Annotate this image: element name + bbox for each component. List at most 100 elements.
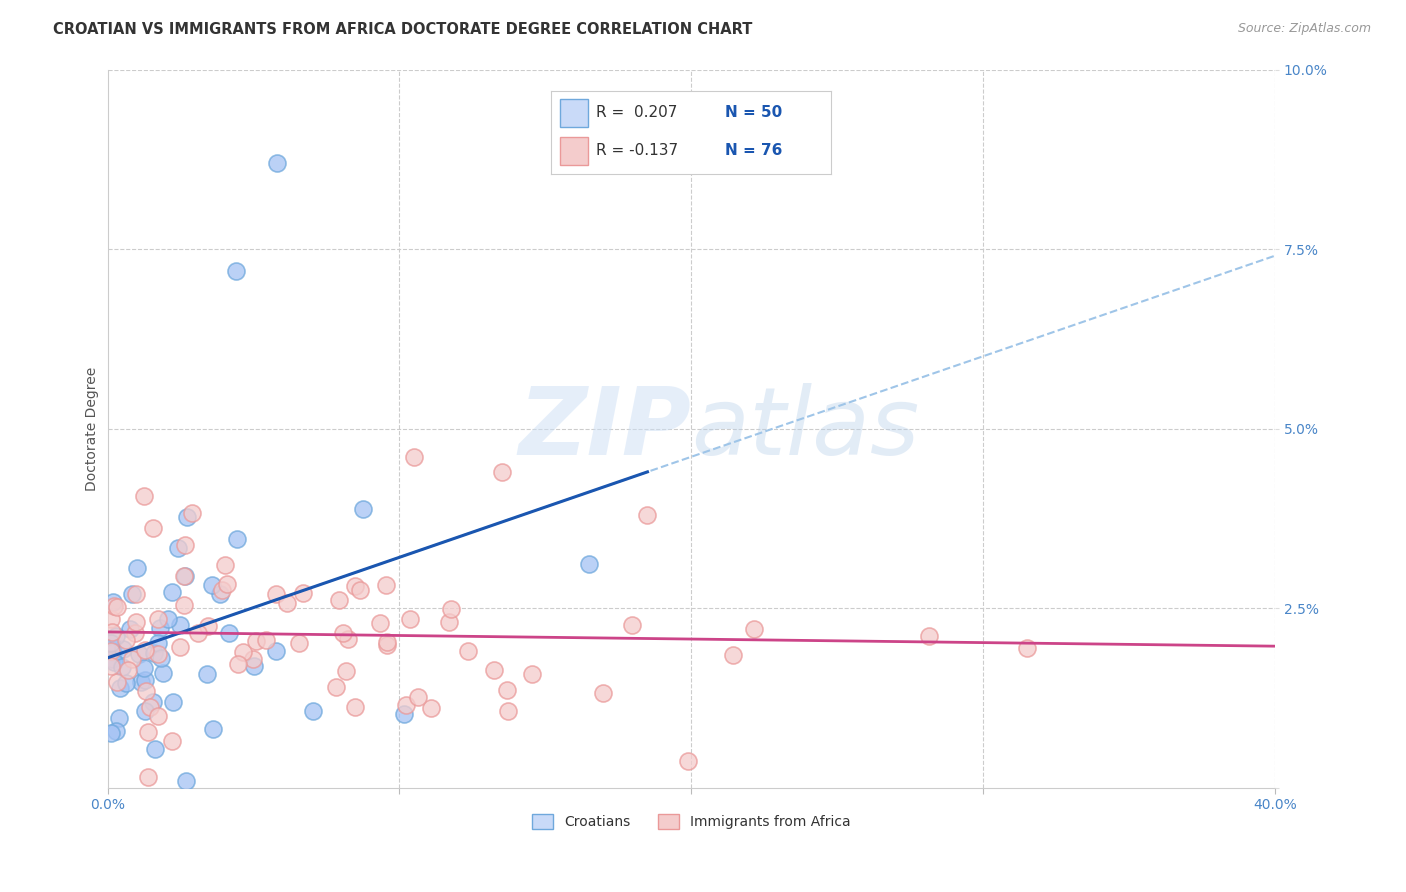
Point xyxy=(325,680,347,694)
Point xyxy=(349,583,371,598)
Point xyxy=(105,674,128,689)
Point xyxy=(103,655,125,669)
Point xyxy=(301,704,323,718)
Point xyxy=(440,602,463,616)
Point xyxy=(522,667,544,681)
Point xyxy=(143,741,166,756)
Point xyxy=(139,700,162,714)
Point xyxy=(721,648,744,663)
Point xyxy=(254,632,277,647)
Point xyxy=(121,587,143,601)
Point xyxy=(332,626,354,640)
Point xyxy=(335,665,357,679)
Point xyxy=(496,682,519,697)
Point xyxy=(148,648,170,662)
Point xyxy=(592,686,614,700)
Point xyxy=(375,634,398,648)
Point xyxy=(105,629,128,643)
Point xyxy=(104,723,127,738)
Point xyxy=(121,652,143,666)
Point xyxy=(264,644,287,658)
Point xyxy=(201,578,224,592)
Point xyxy=(228,657,250,672)
Text: Source: ZipAtlas.com: Source: ZipAtlas.com xyxy=(1237,22,1371,36)
Point xyxy=(173,569,195,583)
Point xyxy=(276,596,298,610)
Point xyxy=(108,711,131,725)
Point xyxy=(291,586,314,600)
Point xyxy=(142,521,165,535)
Point xyxy=(578,557,600,571)
Point xyxy=(636,508,658,522)
Point xyxy=(115,633,138,648)
Point xyxy=(496,704,519,718)
Point xyxy=(101,645,124,659)
Point xyxy=(149,650,172,665)
Point xyxy=(128,647,150,661)
Point xyxy=(457,644,479,658)
Point xyxy=(392,707,415,722)
Point xyxy=(152,665,174,680)
Point xyxy=(201,722,224,736)
Legend: Croatians, Immigrants from Africa: Croatians, Immigrants from Africa xyxy=(526,809,856,835)
Point xyxy=(169,618,191,632)
Text: CROATIAN VS IMMIGRANTS FROM AFRICA DOCTORATE DEGREE CORRELATION CHART: CROATIAN VS IMMIGRANTS FROM AFRICA DOCTO… xyxy=(53,22,752,37)
Point xyxy=(100,658,122,673)
Point xyxy=(142,695,165,709)
Point xyxy=(214,558,236,573)
Point xyxy=(242,652,264,666)
Point xyxy=(117,663,139,677)
Point xyxy=(142,646,165,660)
Point xyxy=(744,622,766,636)
Point xyxy=(125,560,148,574)
Point xyxy=(100,652,122,666)
Point xyxy=(103,595,125,609)
Point xyxy=(232,645,254,659)
Point xyxy=(100,725,122,739)
Point xyxy=(368,616,391,631)
Point xyxy=(266,156,288,170)
Point xyxy=(134,643,156,657)
Point xyxy=(678,754,700,768)
Point xyxy=(173,598,195,612)
Point xyxy=(146,612,169,626)
Point xyxy=(208,587,231,601)
Point xyxy=(211,582,233,597)
Point xyxy=(100,636,122,650)
Point xyxy=(136,725,159,739)
Point xyxy=(156,612,179,626)
Point xyxy=(146,708,169,723)
Point xyxy=(420,701,443,715)
Point xyxy=(125,587,148,601)
Point xyxy=(162,695,184,709)
Point xyxy=(375,578,398,592)
Point xyxy=(352,502,374,516)
Y-axis label: Doctorate Degree: Doctorate Degree xyxy=(86,367,100,491)
Point xyxy=(105,599,128,614)
Point xyxy=(149,621,172,635)
Point xyxy=(134,704,156,718)
Text: ZIP: ZIP xyxy=(519,383,692,475)
Point xyxy=(129,675,152,690)
Point xyxy=(245,633,267,648)
Point xyxy=(264,587,287,601)
Point xyxy=(225,263,247,277)
Point xyxy=(134,673,156,687)
Point xyxy=(173,538,195,552)
Point xyxy=(287,635,309,649)
Point xyxy=(100,644,122,658)
Point xyxy=(115,676,138,690)
Point xyxy=(491,465,513,479)
Point xyxy=(132,661,155,675)
Point xyxy=(169,640,191,655)
Point xyxy=(124,625,146,640)
Point xyxy=(375,638,398,652)
Point xyxy=(173,569,195,583)
Point xyxy=(218,625,240,640)
Point xyxy=(176,510,198,524)
Point xyxy=(1015,640,1038,655)
Point xyxy=(135,684,157,698)
Point xyxy=(195,666,218,681)
Point xyxy=(176,773,198,788)
Point xyxy=(167,541,190,555)
